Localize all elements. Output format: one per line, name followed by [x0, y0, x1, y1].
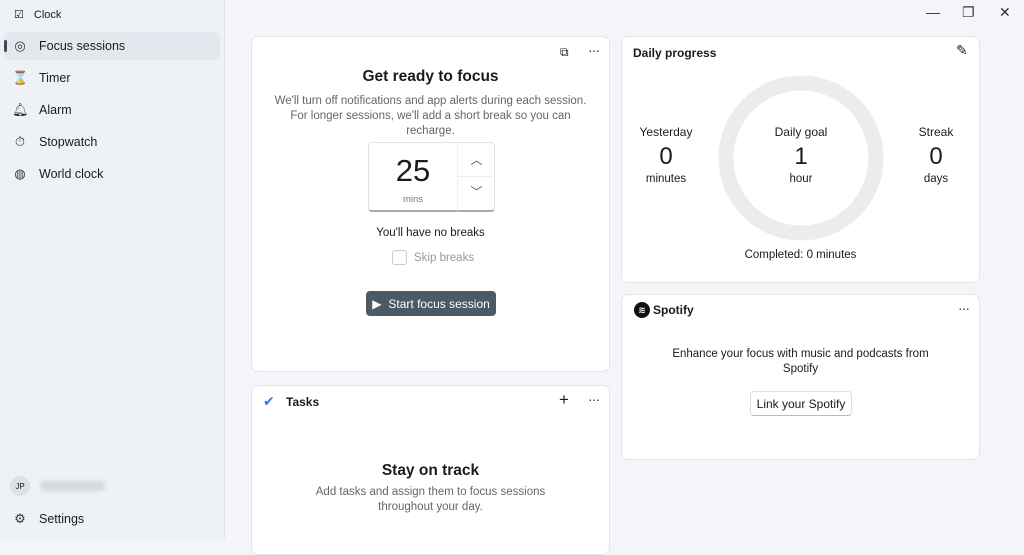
minimize-button[interactable]: —: [926, 4, 940, 20]
stopwatch-icon: ⏱︎: [14, 134, 26, 149]
spotify-icon: ≋: [634, 302, 650, 318]
daily-goal-stat[interactable]: Daily goal 1 hour: [774, 125, 828, 185]
focus-title: Get ready to focus: [362, 68, 499, 85]
chevron-down-icon: ﹀: [470, 185, 483, 199]
link-spotify-button[interactable]: Link your Spotify: [750, 391, 852, 416]
clock-app-icon: ☑: [14, 9, 24, 21]
sidebar-item-alarm[interactable]: 🔔︎ Alarm: [12, 102, 72, 117]
spotify-logo: ≋ Spotify: [634, 302, 694, 318]
todo-check-icon: ✔: [263, 393, 275, 409]
play-icon: ▶: [372, 296, 382, 311]
progress-ring-track: [718, 75, 884, 241]
yesterday-stat: Yesterday 0 minutes: [639, 125, 693, 185]
daily-progress-card: Daily progress ✎ Yesterday 0 minutes Daily…: [621, 36, 980, 283]
breaks-text: You'll have no breaks: [376, 227, 485, 239]
tasks-title: Tasks: [286, 395, 320, 409]
tasks-more-button[interactable]: ···: [588, 391, 600, 407]
user-name-blurred: [40, 481, 105, 491]
user-account[interactable]: JP: [10, 476, 105, 496]
avatar: JP: [10, 476, 30, 496]
app-title: ☑ Clock: [14, 8, 62, 22]
globe-icon: ◍: [14, 166, 26, 181]
sidebar-item-focus-sessions[interactable]: ◎ Focus sessions: [4, 32, 220, 60]
focus-card: ⧉ ··· Get ready to focus We'll turn off …: [251, 36, 610, 372]
spotify-card: ≋ Spotify ··· Enhance your focus with mus…: [621, 294, 980, 460]
tasks-card: ✔ Tasks + ··· Stay on track Add tasks an…: [251, 385, 610, 555]
close-button[interactable]: ✕: [999, 4, 1011, 20]
spotify-text: Enhance your focus with music and podcas…: [672, 348, 929, 375]
increase-button[interactable]: ︿: [457, 143, 495, 177]
bell-icon: 🔔︎: [12, 102, 29, 117]
tasks-empty-text: Add tasks and assign them to focus sessi…: [315, 486, 546, 513]
tasks-empty-title: Stay on track: [381, 462, 480, 479]
minutes-unit: mins: [402, 194, 424, 205]
chevron-up-icon: ︿: [470, 153, 483, 167]
maximize-button[interactable]: ❐: [962, 4, 975, 20]
more-options-button[interactable]: ···: [588, 42, 600, 58]
sidebar-item-timer[interactable]: ⌛ Timer: [12, 70, 71, 85]
start-focus-session-button[interactable]: ▶ Start focus session: [366, 291, 496, 316]
minutes-value: 25: [395, 153, 431, 188]
focus-description: We'll turn off notifications and app ale…: [274, 95, 587, 137]
progress-ring: [718, 75, 884, 241]
streak-stat: Streak 0 days: [918, 125, 954, 185]
duration-stepper[interactable]: 25 mins ︿ ﹀: [368, 142, 495, 212]
sidebar-item-settings[interactable]: ⚙ Settings: [4, 505, 220, 533]
spotify-more-button[interactable]: ···: [958, 300, 970, 316]
hourglass-icon: ⌛: [12, 70, 29, 85]
sidebar: ☑ Clock ◎ Focus sessions ⌛ Timer 🔔︎ Alarm ⏱︎…: [0, 0, 225, 539]
compact-overlay-icon[interactable]: ⧉: [560, 45, 569, 59]
decrease-button[interactable]: ﹀: [457, 177, 495, 211]
sidebar-item-world-clock[interactable]: ◍ World clock: [4, 160, 220, 188]
sidebar-item-stopwatch[interactable]: ⏱︎ Stopwatch: [4, 128, 220, 156]
checkbox-box: [392, 250, 407, 265]
focus-icon: ◎: [14, 38, 26, 53]
edit-pencil-icon[interactable]: ✎: [956, 42, 968, 58]
completed-text: Completed: 0 minutes: [744, 249, 857, 261]
gear-icon: ⚙: [14, 511, 26, 526]
daily-progress-title: Daily progress: [633, 46, 717, 60]
skip-breaks-checkbox[interactable]: Skip breaks: [392, 250, 474, 265]
add-task-button[interactable]: +: [559, 390, 569, 409]
